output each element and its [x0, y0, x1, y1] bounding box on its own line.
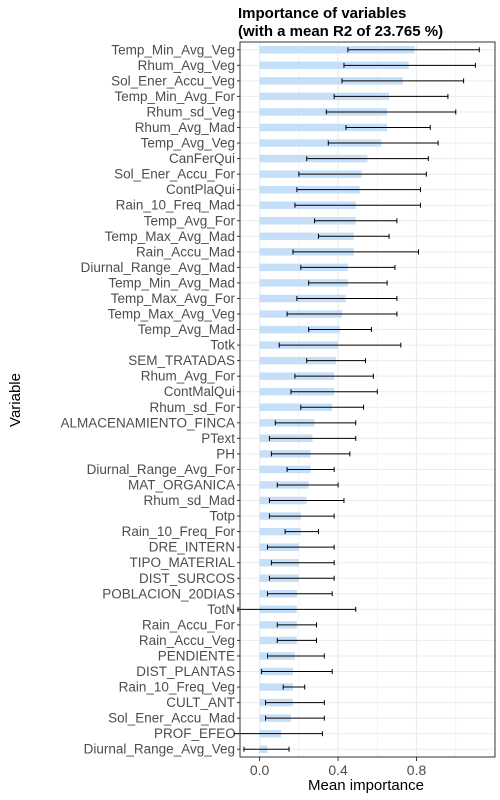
x-tick-label: 0.4 [328, 762, 348, 778]
y-tick-label: Temp_Avg_Mad [138, 322, 235, 337]
y-tick-label: PROF_EFEC [154, 726, 235, 741]
y-tick-label: ContMalQui [164, 384, 235, 399]
y-tick-label: Rhum_sd_For [149, 400, 235, 415]
y-tick-label: TotN [207, 602, 235, 617]
y-tick-label: Temp_Min_Avg_Mad [108, 275, 235, 290]
x-tick-labels: 0.0 0.4 0.8 [250, 757, 427, 778]
y-tick-label: SEM_TRATADAS [128, 353, 235, 368]
x-tick-label: 0.0 [250, 762, 270, 778]
y-tick-label: Rain_Accu_Veg [139, 633, 235, 648]
y-tick-label: DRE_INTERN [149, 540, 235, 555]
y-tick-label: ContPlaQui [166, 182, 235, 197]
y-tick-label: CULT_ANT [166, 695, 235, 710]
y-tick-label: Temp_Min_Avg_Veg [111, 42, 235, 57]
y-tick-label: Rhum_sd_Veg [146, 104, 235, 119]
plot-panel [234, 42, 495, 757]
y-tick-label: Temp_Avg_For [144, 213, 236, 228]
y-tick-label: Sol_Ener_Accu_Mad [108, 711, 235, 726]
y-tick-label: DIST_PLANTAS [136, 664, 235, 679]
y-tick-label: Totk [210, 338, 235, 353]
chart-title: Importance of variables [238, 5, 406, 22]
y-tick-label: Rain_Accu_For [142, 617, 236, 632]
panel-background [240, 42, 495, 757]
y-tick-label: POBLACION_20DIAS [102, 586, 235, 601]
y-tick-label: ALMACENAMIENTO_FINCA [60, 415, 235, 430]
x-tick-label: 0.8 [407, 762, 427, 778]
y-tick-label: Diurnal_Range_Avg_For [87, 462, 236, 477]
y-tick-label: Rhum_Avg_For [141, 369, 236, 384]
y-tick-label: Rhum_Avg_Mad [135, 120, 235, 135]
y-tick-label: Rain_10_Freq_Mad [116, 198, 235, 213]
y-tick-label: Diurnal_Range_Avg_Mad [81, 260, 235, 275]
y-tick-label: Rain_10_Freq_Veg [119, 680, 235, 695]
y-tick-label: PText [201, 431, 235, 446]
y-tick-label: Temp_Max_Avg_Mad [105, 229, 235, 244]
y-tick-label: PENDIENTE [158, 648, 235, 663]
y-tick-label: Rhum_sd_Mad [143, 493, 235, 508]
y-tick-label: Temp_Max_Avg_Veg [108, 307, 235, 322]
y-tick-label: Temp_Avg_Veg [141, 136, 235, 151]
y-tick-label: Temp_Min_Avg_For [114, 89, 235, 104]
y-tick-label: Totp [209, 509, 235, 524]
y-tick-label: DIST_SURCOS [139, 571, 235, 586]
y-tick-label: TIPO_MATERIAL [129, 555, 235, 570]
y-tick-label: Diurnal_Range_Avg_Veg [84, 742, 235, 757]
y-axis-title: Variable [7, 373, 24, 427]
y-tick-labels: Temp_Min_Avg_VegRhum_Avg_VegSol_Ener_Acc… [60, 42, 240, 756]
y-tick-label: MAT_ORGANICA [128, 477, 235, 492]
y-tick-label: Sol_Ener_Accu_For [114, 167, 235, 182]
y-tick-label: Rhum_Avg_Veg [138, 58, 235, 73]
y-tick-label: Rain_10_Freq_For [122, 524, 236, 539]
y-tick-label: PH [216, 446, 235, 461]
chart-subtitle: (with a mean R2 of 23.765 %) [238, 23, 443, 40]
y-tick-label: CanFerQui [169, 151, 235, 166]
y-tick-label: Temp_Max_Avg_For [111, 291, 236, 306]
y-tick-label: Rain_Accu_Mad [136, 244, 235, 259]
y-tick-label: Sol_Ener_Accu_Veg [111, 73, 235, 88]
x-axis-title: Mean importance [308, 777, 424, 794]
